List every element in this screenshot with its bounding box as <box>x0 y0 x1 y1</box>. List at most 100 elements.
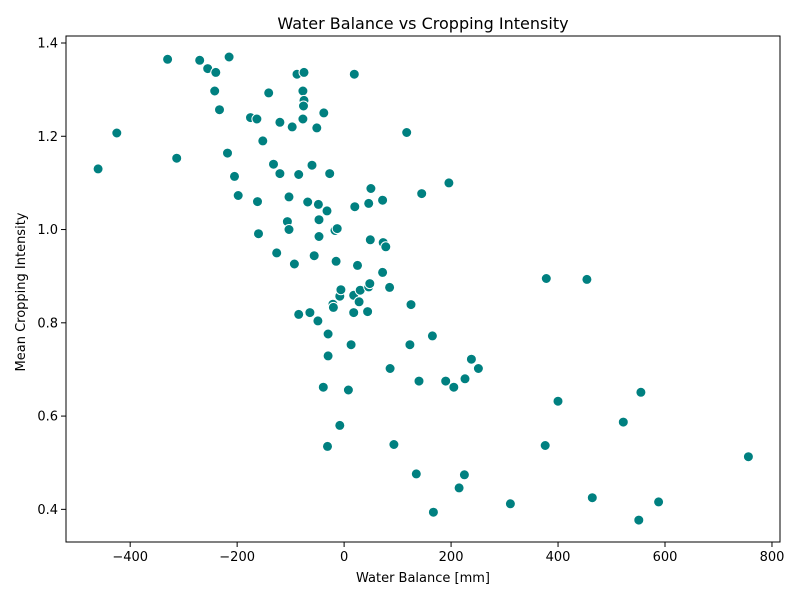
data-point <box>298 66 310 78</box>
data-point <box>633 514 645 526</box>
x-tick-label: 200 <box>439 550 464 565</box>
data-point <box>540 273 552 284</box>
data-point <box>321 205 333 217</box>
data-point <box>440 375 452 387</box>
data-point <box>194 54 206 66</box>
data-point <box>352 259 363 271</box>
data-point <box>271 247 283 259</box>
data-point <box>252 196 263 208</box>
data-point <box>504 498 516 510</box>
data-point <box>322 328 334 340</box>
data-point <box>377 266 389 278</box>
data-point <box>653 496 665 508</box>
x-tick-label: 600 <box>653 550 678 565</box>
data-point <box>410 468 422 480</box>
data-point <box>306 159 318 171</box>
data-point <box>342 384 354 396</box>
data-point <box>251 113 263 125</box>
data-point <box>283 224 295 235</box>
data-point <box>742 451 754 463</box>
data-point <box>318 107 330 119</box>
data-point <box>365 183 377 194</box>
data-point <box>416 188 428 200</box>
data-point <box>413 375 425 387</box>
data-point <box>322 350 334 362</box>
y-axis-label: Mean Cropping Intensity <box>14 212 29 371</box>
data-point <box>380 241 392 253</box>
data-point <box>362 306 374 318</box>
data-point <box>297 113 309 125</box>
data-point <box>384 363 396 374</box>
y-tick-label: 1.0 <box>37 223 58 238</box>
data-point <box>302 196 314 208</box>
data-point <box>274 116 286 128</box>
data-point <box>222 147 233 159</box>
x-tick-label: −400 <box>112 550 148 565</box>
data-point <box>210 66 222 78</box>
data-point <box>293 169 305 180</box>
data-point <box>384 281 396 293</box>
x-tick-label: 400 <box>546 550 571 565</box>
x-tick-label: 0 <box>340 550 348 565</box>
data-point <box>472 363 484 374</box>
data-point <box>268 158 279 170</box>
data-point <box>348 68 360 80</box>
data-point <box>401 127 413 138</box>
data-point <box>322 440 333 452</box>
y-tick-label: 0.4 <box>37 503 58 518</box>
data-point <box>111 127 123 139</box>
data-point <box>345 339 357 351</box>
data-point <box>312 198 324 210</box>
data-point <box>448 381 460 393</box>
data-point <box>313 231 325 242</box>
data-point <box>313 214 325 226</box>
data-point <box>617 416 629 428</box>
data-point <box>214 104 225 116</box>
data-point <box>426 330 438 342</box>
plot-frame <box>65 35 781 543</box>
data-point <box>293 308 305 320</box>
data-point <box>171 152 183 164</box>
x-axis: −400 −200 0 200 400 600 800 <box>112 542 784 565</box>
data-point <box>324 168 336 180</box>
data-point <box>581 273 593 285</box>
data-point <box>286 121 298 133</box>
data-point <box>297 85 309 97</box>
chart-title: Water Balance vs Cropping Intensity <box>277 14 568 33</box>
data-point <box>465 353 477 365</box>
plot-area <box>92 51 754 526</box>
data-point <box>263 87 275 99</box>
data-point <box>364 278 376 290</box>
data-point <box>388 439 400 450</box>
data-point <box>363 197 375 209</box>
data-point <box>539 440 551 451</box>
y-tick-label: 1.2 <box>37 130 58 145</box>
data-point <box>253 228 264 240</box>
data-point <box>349 201 361 213</box>
data-point <box>288 258 300 270</box>
data-point <box>209 85 221 97</box>
data-point <box>311 122 323 134</box>
data-point <box>404 339 416 351</box>
data-point <box>330 255 342 267</box>
data-point <box>405 299 417 311</box>
y-axis: 0.4 0.6 0.8 1.0 1.2 1.4 <box>37 36 66 518</box>
data-point <box>635 386 647 398</box>
data-point <box>459 373 471 385</box>
x-axis-label: Water Balance [mm] <box>356 571 490 586</box>
data-point <box>334 419 346 431</box>
data-point <box>458 469 470 481</box>
y-tick-label: 0.8 <box>37 316 58 331</box>
data-point <box>257 135 269 147</box>
y-tick-label: 1.4 <box>37 36 58 51</box>
data-point <box>335 284 347 296</box>
data-point <box>327 301 339 313</box>
data-point <box>92 163 104 175</box>
data-point <box>586 492 598 504</box>
data-point <box>312 315 324 327</box>
data-point <box>443 177 455 189</box>
data-point <box>427 506 439 518</box>
data-point <box>353 296 365 308</box>
data-point <box>308 250 320 262</box>
